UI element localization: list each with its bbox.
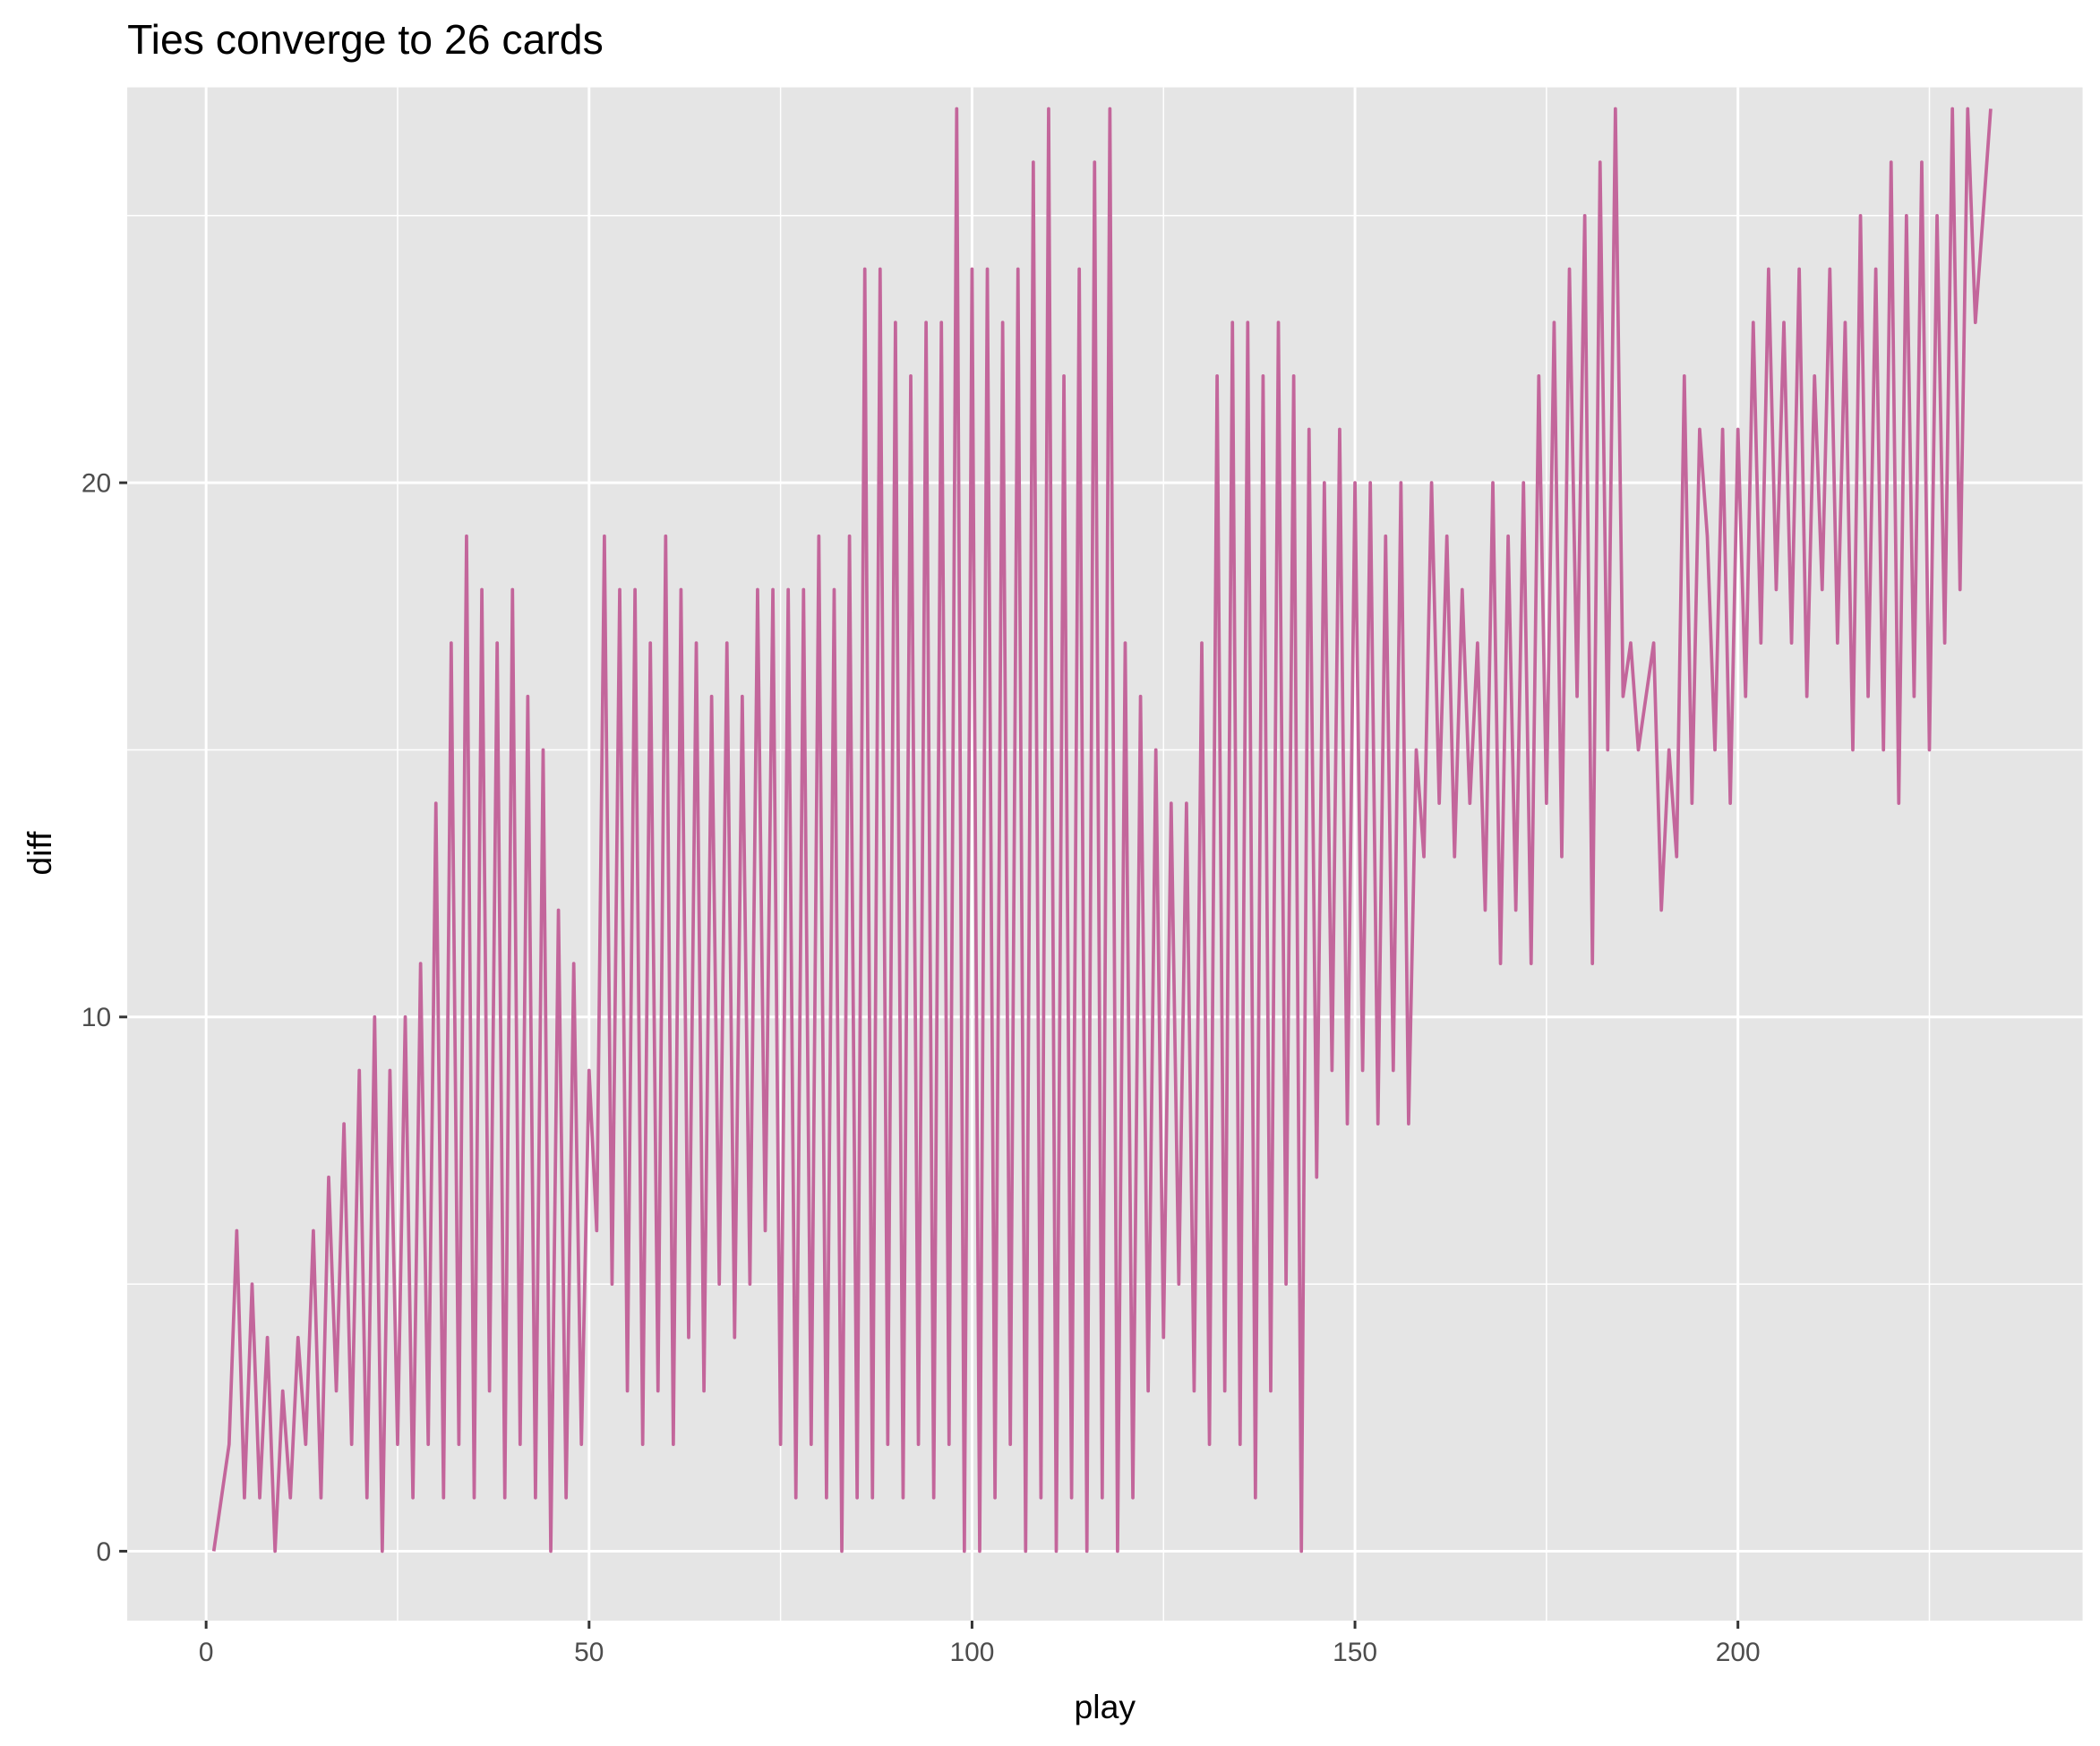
y-tick-label: 20 bbox=[81, 469, 111, 499]
chart-title: Ties converge to 26 cards bbox=[127, 16, 604, 63]
axes: 0 50 100 150 200 0 10 20 bbox=[81, 469, 1761, 1667]
y-axis-label: diff bbox=[21, 831, 58, 876]
x-tick-label: 0 bbox=[199, 1638, 214, 1667]
x-tick-label: 50 bbox=[574, 1638, 604, 1667]
x-axis-label: play bbox=[1075, 1688, 1136, 1725]
x-tick-label: 100 bbox=[949, 1638, 994, 1667]
x-tick-label: 200 bbox=[1716, 1638, 1761, 1667]
y-tick-label: 10 bbox=[81, 1003, 111, 1032]
marks bbox=[211, 107, 1993, 1553]
data-line bbox=[211, 107, 1993, 1553]
x-tick-label: 150 bbox=[1333, 1638, 1377, 1667]
y-tick-label: 0 bbox=[96, 1537, 111, 1567]
